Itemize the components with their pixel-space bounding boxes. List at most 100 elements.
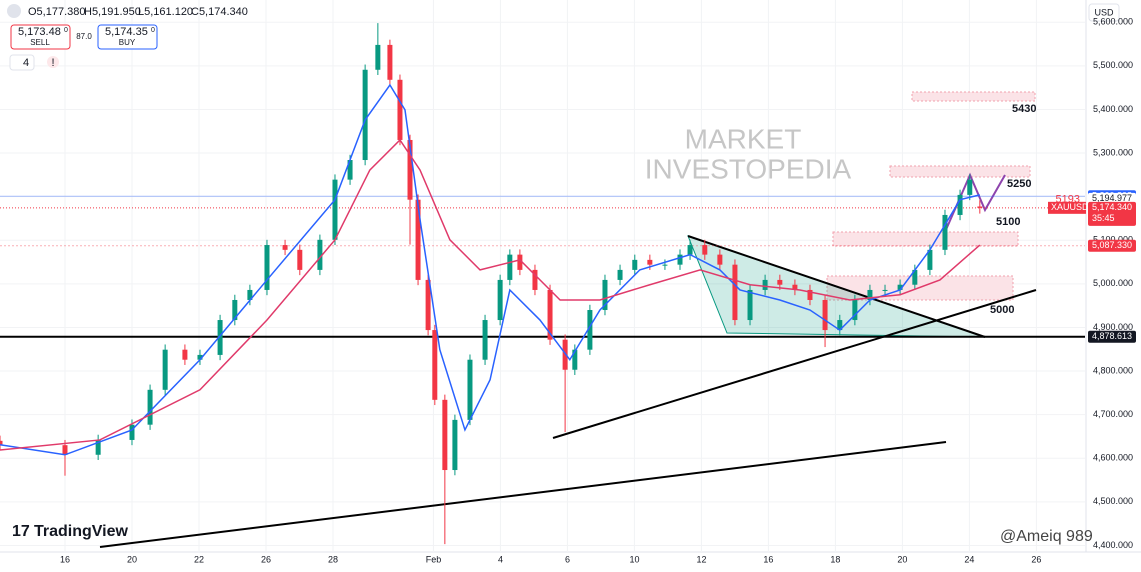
candle-body — [182, 349, 188, 360]
y-tick-label: 5,100.000 — [1093, 235, 1133, 245]
x-tick-label: 22 — [194, 554, 204, 564]
x-tick-label: 24 — [964, 554, 974, 564]
moving-average — [0, 138, 981, 451]
candle-body — [497, 279, 503, 321]
drawings — [99, 91, 1037, 548]
brand: TradingView — [34, 523, 129, 540]
x-tick-label: 26 — [261, 554, 271, 564]
symbol-price-tag — [1088, 201, 1136, 226]
alert: ! — [51, 57, 54, 69]
price-tag-label: 5,194.977 — [1092, 193, 1132, 203]
x-tick-label: 4 — [498, 554, 503, 564]
candle-body — [687, 245, 693, 255]
candle-body — [957, 194, 963, 215]
price-tag — [1088, 239, 1136, 252]
sell-button[interactable] — [10, 24, 71, 50]
price-tag — [1088, 330, 1136, 343]
sell-sup: 0 — [64, 27, 68, 34]
symbol-name: XAUUSD — [1051, 202, 1089, 212]
level-label: 5100 — [996, 216, 1020, 228]
y-tick-label: 5,400.000 — [1093, 104, 1133, 114]
candle-body — [807, 289, 813, 300]
trend-line — [552, 289, 1037, 439]
candle-body — [977, 206, 983, 208]
indicator-count: 4 — [23, 57, 29, 69]
y-tick-label: 5,600.000 — [1093, 17, 1133, 27]
y-tick-label: 4,900.000 — [1093, 322, 1133, 332]
candle-body — [777, 279, 783, 285]
candle-body — [572, 349, 578, 370]
candle-body — [517, 254, 523, 270]
level-label: 5430 — [1012, 103, 1036, 115]
candle-body — [432, 330, 438, 400]
candle-body — [547, 289, 553, 340]
sell-label: SELL — [30, 38, 50, 47]
alert-icon[interactable] — [47, 56, 59, 68]
candle-body — [747, 289, 753, 321]
y-tick-label: 4,800.000 — [1093, 365, 1133, 375]
candle-body — [467, 359, 473, 420]
y-tick-label: 4,400.000 — [1093, 540, 1133, 550]
sell-price: 5,173.48 — [18, 26, 61, 38]
x-tick-label: Feb — [426, 554, 442, 564]
ohlc: L5,161.120 — [138, 6, 193, 18]
candle-body — [532, 269, 538, 290]
brand-logo: 17 — [12, 523, 30, 540]
countdown: 35:45 — [1092, 213, 1115, 223]
candle-body — [867, 289, 873, 300]
candle-body — [375, 44, 381, 70]
candle-body — [452, 419, 458, 471]
trend-line — [99, 441, 947, 548]
moving-average — [0, 83, 980, 456]
zone — [832, 231, 1019, 247]
candle-body — [482, 320, 488, 360]
x-tick-label: 10 — [629, 554, 639, 564]
candle-body — [197, 354, 203, 360]
y-tick-label: 5,300.000 — [1093, 147, 1133, 157]
spread: 87.0 — [76, 32, 92, 41]
buy-button[interactable] — [97, 24, 158, 50]
buy-label: BUY — [119, 38, 136, 47]
candle-body — [732, 264, 738, 321]
x-tick-label: 16 — [763, 554, 773, 564]
y-tick-label: 4,600.000 — [1093, 453, 1133, 463]
currency-button[interactable] — [1088, 3, 1120, 22]
candle-body — [407, 139, 413, 200]
candle-body — [0, 440, 3, 446]
zone — [889, 165, 1031, 178]
candle-body — [837, 320, 843, 331]
y-tick-label: 5,000.000 — [1093, 278, 1133, 288]
candle-body — [602, 279, 608, 311]
x-tick-label: 16 — [60, 554, 70, 564]
candle-body — [317, 239, 323, 270]
candle-body — [232, 299, 238, 321]
candle-body — [347, 160, 353, 180]
candle-body — [792, 284, 798, 290]
candle-body — [297, 249, 303, 270]
candle-body — [397, 79, 403, 140]
candle-body — [587, 310, 593, 350]
symbol-price: 5,174.340 — [1092, 202, 1132, 212]
indicators-toggle[interactable] — [9, 54, 35, 71]
candle-body — [162, 349, 168, 390]
price-tag-label: 5,087.330 — [1092, 240, 1132, 250]
candle-body — [912, 269, 918, 285]
symbol-tag — [1048, 201, 1086, 214]
candle-body — [442, 399, 448, 471]
menu-icon[interactable] — [7, 4, 21, 18]
candle-body — [507, 254, 513, 280]
level-label: 5000 — [990, 304, 1014, 316]
candle-body — [147, 389, 153, 425]
candle-body — [967, 179, 973, 195]
watermark: INVESTOPEDIA — [645, 153, 852, 184]
y-tick-label: 4,500.000 — [1093, 496, 1133, 506]
x-tick-label: 12 — [696, 554, 706, 564]
candle-body — [425, 279, 431, 331]
candle-body — [62, 445, 68, 455]
x-tick-label: 20 — [897, 554, 907, 564]
trend-line — [687, 235, 986, 338]
candle-body — [677, 254, 683, 265]
candle-body — [647, 259, 653, 265]
x-tick-label: 18 — [830, 554, 840, 564]
